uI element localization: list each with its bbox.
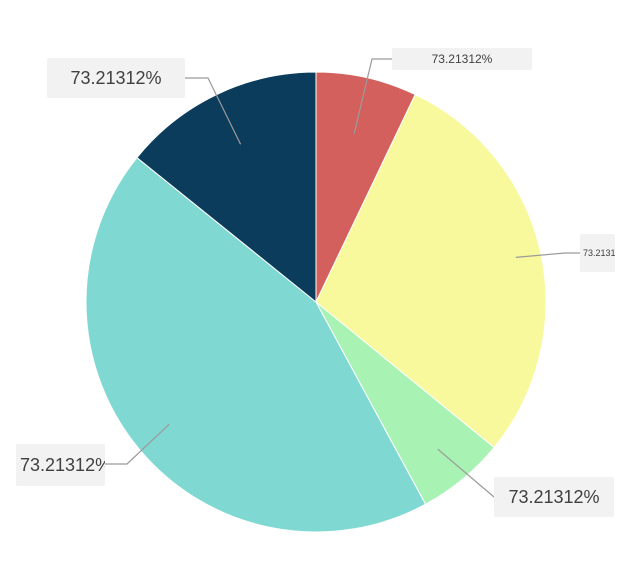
slices-layer bbox=[85, 71, 547, 533]
leader-line-green bbox=[437, 448, 495, 498]
pie-slice-teal bbox=[85, 156, 427, 533]
slice-label-red: 73.21312% bbox=[392, 48, 532, 70]
slice-label-teal: 73.21312% bbox=[16, 444, 105, 486]
leader-line-yellow bbox=[515, 252, 580, 258]
slice-label-navy: 73.21312% bbox=[47, 58, 185, 98]
pie-slice-red bbox=[315, 71, 416, 303]
leader-line-navy bbox=[185, 77, 242, 145]
leader-lines-layer bbox=[105, 58, 580, 498]
slice-label-yellow: 73.21312% bbox=[580, 234, 615, 272]
slice-label-green: 73.21312% bbox=[494, 477, 614, 517]
leader-line-red bbox=[353, 58, 392, 134]
pie-slice-yellow bbox=[315, 93, 547, 449]
leader-line-teal bbox=[105, 423, 170, 465]
